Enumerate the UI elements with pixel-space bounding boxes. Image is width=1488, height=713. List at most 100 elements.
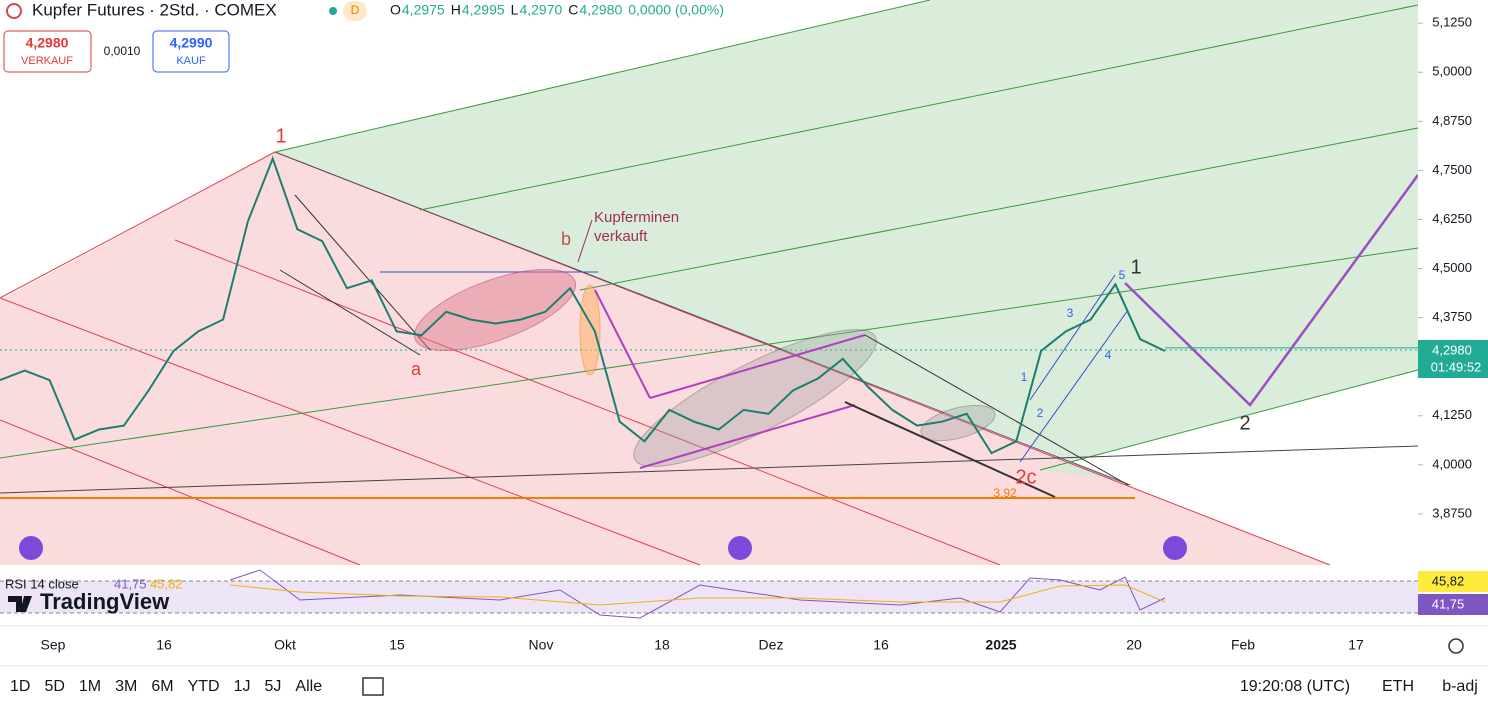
channel-line — [579, 127, 1419, 291]
x-tick-label: 17 — [1348, 637, 1364, 653]
annotation: 2c — [1015, 466, 1036, 488]
session[interactable]: ETH — [1382, 678, 1414, 695]
y-tick-label: 4,6250 — [1432, 211, 1472, 226]
x-tick-label: 15 — [389, 637, 405, 653]
badge: D — [351, 3, 360, 17]
fan-line — [0, 297, 701, 566]
x-tick-label: Dez — [759, 637, 784, 653]
y-tick-label: 4,5000 — [1432, 260, 1472, 275]
y-tick-label: 4,0000 — [1432, 456, 1472, 471]
y-tick-label: 4,3750 — [1432, 309, 1472, 324]
ohlc-value: 4,2995 — [462, 2, 505, 18]
range-button[interactable]: 1M — [79, 678, 101, 695]
ohlc-change: 0,0000 (0,00%) — [628, 2, 724, 18]
status-dot — [329, 7, 337, 15]
channel-line — [419, 4, 1419, 211]
wedge-line — [864, 334, 1129, 486]
annotation: b — [561, 229, 571, 249]
x-tick-label: 16 — [156, 637, 172, 653]
wave-channel — [1029, 274, 1116, 401]
ohlc-key: L — [511, 2, 519, 18]
rsi-legend-value: 41,75 — [114, 576, 147, 591]
annotation: 3,92 — [993, 486, 1017, 500]
channel-line — [274, 0, 931, 153]
event-icon[interactable] — [728, 536, 752, 560]
buy-price: 4,2990 — [170, 35, 213, 51]
range-button[interactable]: YTD — [188, 678, 220, 695]
trend-line — [0, 445, 1419, 494]
buy-button[interactable] — [152, 30, 230, 73]
annotation: 4 — [1105, 348, 1112, 362]
annotation: verkauft — [594, 228, 648, 245]
channel-line — [594, 289, 651, 399]
wedge-line — [844, 401, 1056, 498]
x-tick-label: Feb — [1231, 637, 1255, 653]
ohlc-value: 4,2980 — [579, 2, 622, 18]
fan-area — [0, 152, 1330, 565]
event-icon[interactable] — [19, 536, 43, 560]
ellipse — [920, 404, 996, 442]
rsi-ma-label: 45,82 — [1432, 573, 1465, 588]
x-tick-label: Nov — [529, 637, 554, 653]
x-tick-label: Sep — [41, 637, 66, 653]
y-tick-label: 5,0000 — [1432, 64, 1472, 79]
annotation: 3 — [1067, 306, 1074, 320]
range-button[interactable]: 1D — [10, 678, 30, 695]
logo-mark — [8, 596, 32, 612]
last-price-box — [1418, 340, 1488, 378]
range-button[interactable]: 1J — [234, 678, 251, 695]
callout — [577, 219, 593, 263]
y-tick-label: 3,8750 — [1432, 505, 1472, 520]
ohlc-key: C — [568, 2, 578, 18]
wedge-line — [294, 194, 431, 351]
sell-label: VERKAUF — [21, 55, 73, 67]
range-button[interactable]: 5J — [265, 678, 282, 695]
wedge-line — [279, 269, 421, 356]
adjust[interactable]: b-adj — [1442, 678, 1478, 695]
rsi-box — [1418, 594, 1488, 615]
range-button[interactable]: Alle — [295, 678, 322, 695]
y-tick-label: 4,8750 — [1432, 113, 1472, 128]
ohlc-key: O — [390, 2, 401, 18]
rsi-line — [229, 569, 1166, 619]
range-button[interactable]: 6M — [151, 678, 173, 695]
annotation: a — [411, 359, 422, 379]
symbol-icon — [6, 3, 22, 19]
channel-line — [0, 247, 1419, 459]
range-button[interactable]: 3M — [115, 678, 137, 695]
title: Kupfer Futures · 2Std. · COMEX — [32, 0, 277, 19]
x-tick-label: Okt — [274, 637, 296, 653]
clock: 19:20:08 (UTC) — [1240, 678, 1350, 695]
rsi-legend-ma: 45,82 — [150, 576, 183, 591]
price-axis-bg — [1418, 0, 1488, 625]
event-icon[interactable] — [1163, 536, 1187, 560]
fan-line — [174, 239, 1001, 566]
x-tick-label: 2025 — [985, 637, 1016, 653]
y-tick-label: 4,1250 — [1432, 407, 1472, 422]
fan-line — [274, 151, 1131, 486]
fan-line — [0, 419, 361, 566]
fan-line — [0, 151, 276, 299]
settings-icon[interactable] — [1448, 638, 1464, 654]
sell-price: 4,2980 — [26, 35, 69, 51]
rsi-label: 41,75 — [1432, 596, 1465, 611]
sell-button[interactable] — [3, 30, 92, 73]
buy-label: KAUF — [176, 55, 206, 67]
ellipse — [633, 329, 877, 467]
wave-channel — [1019, 309, 1129, 463]
annotation: 2 — [1037, 406, 1044, 420]
rsi-ma-box — [1418, 571, 1488, 592]
last-price: 4,2980 — [1432, 342, 1472, 357]
ohlc-key: H — [451, 2, 461, 18]
annotation: 2 — [1239, 412, 1250, 434]
annotation: 1 — [1130, 256, 1141, 278]
annotation: Kupferminen — [594, 209, 679, 226]
badge-bg — [343, 1, 367, 21]
channel-line — [1039, 369, 1419, 471]
y-tick-label: 4,7500 — [1432, 162, 1472, 177]
range-button[interactable]: 5D — [44, 678, 64, 695]
ellipse — [579, 284, 601, 376]
date-range-icon[interactable] — [362, 677, 384, 696]
